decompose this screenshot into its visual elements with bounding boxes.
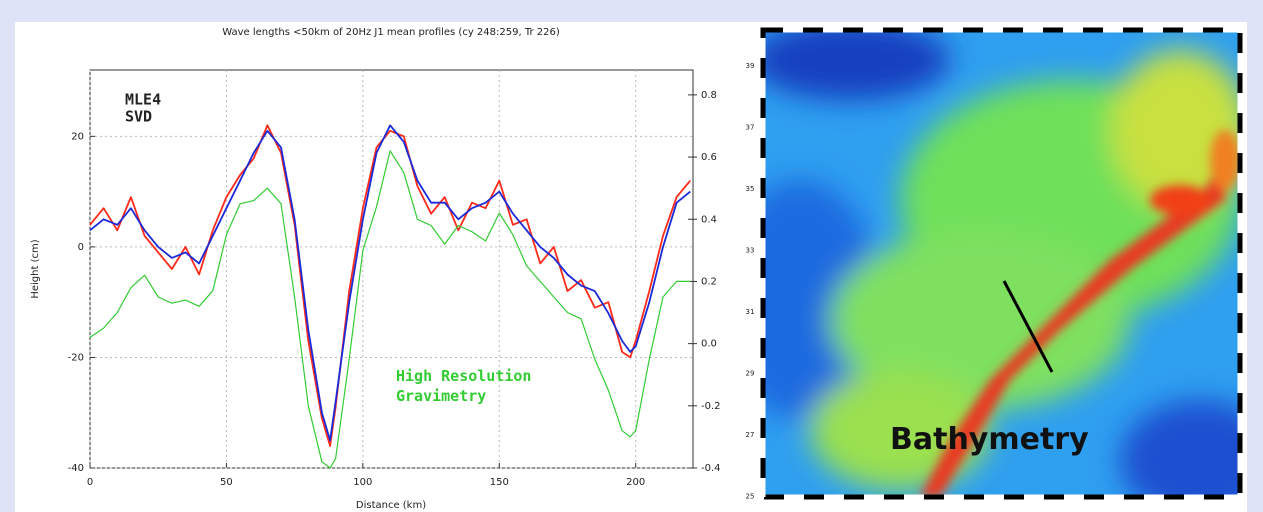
map-tick-label: 35 [746,185,755,193]
legend-entry: SVD [125,108,152,126]
y-tick-label: 0 [78,242,84,253]
map-tick-label: 29 [746,370,755,378]
chart-title: Wave lengths <50km of 20Hz J1 mean profi… [222,27,560,38]
y2-tick-label: 0.2 [701,276,717,287]
map-tick-label: 39 [746,62,755,70]
map-tick-label: 37 [746,124,755,132]
y2-tick-label: 0.0 [701,339,717,350]
y-tick-label: -40 [68,463,84,474]
map-frame [760,27,1243,500]
x-tick-label: 50 [220,477,233,488]
map-label: Bathymetry [890,422,1089,457]
x-tick-label: 150 [490,477,509,488]
y2-tick-label: 0.8 [701,90,717,101]
annotation: High Resolution Gravimetry [396,367,532,405]
x-tick-label: 100 [353,477,372,488]
y-axis-label: Height (cm) [30,239,41,298]
y2-tick-label: -0.4 [701,463,721,474]
map-tick-label: 31 [746,308,755,316]
y-tick-label: -20 [68,352,84,363]
x-tick-label: 0 [87,477,93,488]
map-tick-label: 27 [746,431,755,439]
x-axis-label: Distance (km) [356,500,426,511]
series-line [89,150,691,469]
map-tick-label: 25 [746,493,755,501]
legend-entry: MLE4 [125,91,161,109]
series-line [89,124,691,447]
y-tick-label: 20 [71,131,84,142]
y2-tick-label: -0.2 [701,401,721,412]
bathymetry-map [763,30,1240,497]
series-line [89,124,691,442]
y2-tick-label: 0.6 [701,152,717,163]
map-tick-label: 33 [746,247,755,255]
map-frame-alt [760,27,1243,500]
x-tick-label: 200 [626,477,645,488]
y2-tick-label: 0.4 [701,214,717,225]
